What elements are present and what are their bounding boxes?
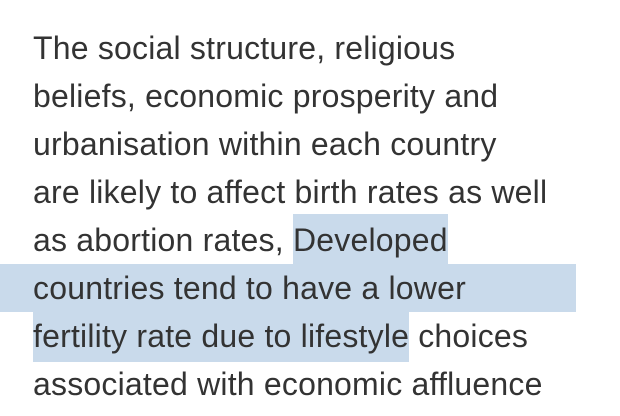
paragraph-line-6: countries tend to have a lower — [0, 264, 620, 312]
paragraph-line-1: The social structure, religious — [33, 30, 456, 66]
paragraph-line-7: fertility rate due to lifestyle choices — [33, 310, 620, 362]
paragraph-line-8: associated with economic affluence — [33, 366, 543, 402]
article-paragraph: The social structure, religious beliefs,… — [0, 24, 620, 408]
text-selection-start[interactable]: Developed — [292, 214, 448, 266]
paragraph-line-7-text: choices — [409, 318, 529, 354]
text-selection-end[interactable]: fertility rate due to lifestyle — [33, 310, 410, 362]
paragraph-line-5: as abortion rates, Developed — [33, 214, 620, 266]
paragraph-line-4: are likely to affect birth rates as well — [33, 174, 548, 210]
paragraph-line-3: urbanisation within each country — [33, 126, 497, 162]
text-selection-middle[interactable]: countries tend to have a lower — [0, 264, 576, 312]
paragraph-line-5-text: as abortion rates, — [33, 222, 293, 258]
paragraph-line-2: beliefs, economic prosperity and — [33, 78, 499, 114]
